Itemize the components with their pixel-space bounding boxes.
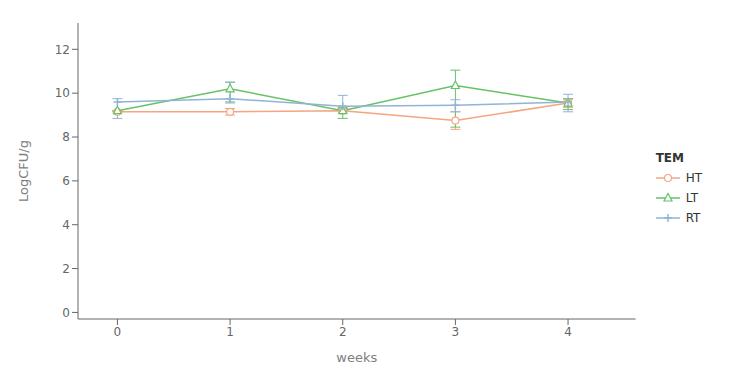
html-text:RT: RT xyxy=(685,211,701,225)
svg-text:2: 2 xyxy=(62,262,70,276)
svg-text:0: 0 xyxy=(62,306,70,320)
svg-text:3: 3 xyxy=(452,325,460,339)
svg-text:0: 0 xyxy=(114,325,122,339)
svg-text:4: 4 xyxy=(62,218,70,232)
svg-text:LogCFU/g: LogCFU/g xyxy=(16,140,31,202)
html-text:TEM: TEM xyxy=(655,151,684,165)
svg-text:weeks: weeks xyxy=(336,350,377,365)
svg-text:6: 6 xyxy=(62,174,70,188)
html-text:HT: HT xyxy=(685,171,702,185)
svg-text:1: 1 xyxy=(226,325,234,339)
svg-text:12: 12 xyxy=(55,43,70,57)
svg-text:8: 8 xyxy=(62,130,70,144)
html-text:LT: LT xyxy=(685,191,698,205)
svg-text:4: 4 xyxy=(564,325,572,339)
svg-text:10: 10 xyxy=(55,86,70,100)
svg-text:2: 2 xyxy=(339,325,347,339)
